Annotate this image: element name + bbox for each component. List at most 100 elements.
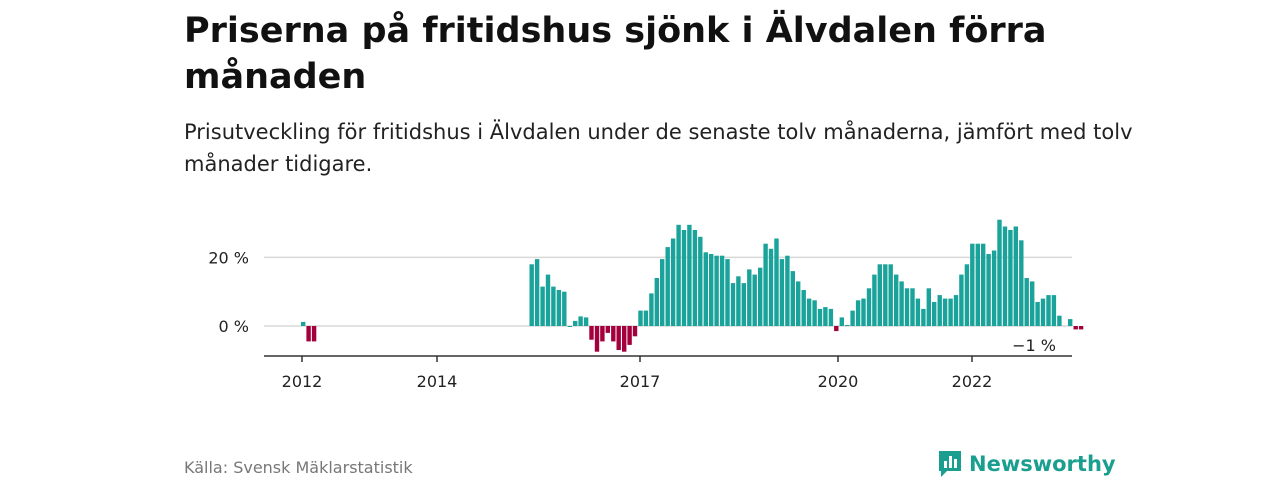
bar — [692, 230, 698, 326]
y-tick-label: 20 % — [208, 248, 249, 267]
newsworthy-logo-text: Newsworthy — [969, 452, 1116, 476]
bar — [594, 326, 600, 352]
bar — [703, 252, 708, 326]
bar — [1002, 226, 1008, 326]
bar — [698, 236, 703, 326]
bar — [883, 264, 888, 326]
bar — [937, 295, 942, 326]
bar — [681, 230, 687, 326]
bar — [845, 325, 850, 326]
bar — [649, 293, 654, 326]
bar — [611, 326, 616, 342]
bar — [796, 281, 801, 326]
bar — [806, 298, 812, 326]
bar — [643, 310, 649, 326]
bar — [834, 326, 839, 332]
bar — [687, 224, 692, 326]
bar — [1035, 302, 1040, 326]
bar — [556, 290, 562, 326]
bar — [627, 326, 632, 345]
bar — [1078, 326, 1084, 330]
bar — [676, 224, 681, 326]
bar — [578, 316, 583, 326]
bar — [861, 298, 866, 326]
bar — [774, 238, 779, 326]
bar — [953, 295, 959, 326]
bar — [605, 326, 610, 333]
bar — [534, 259, 540, 326]
bar — [948, 298, 953, 326]
bar — [736, 276, 741, 326]
bar — [741, 283, 746, 326]
bar — [915, 298, 921, 326]
bars — [301, 219, 1084, 352]
bar — [567, 326, 572, 327]
bar — [839, 317, 844, 326]
bar — [306, 326, 311, 342]
bar — [1046, 295, 1051, 326]
bar — [725, 259, 730, 326]
bar — [589, 326, 594, 340]
x-tick-label: 2012 — [282, 372, 323, 391]
bar — [986, 254, 991, 326]
bar — [894, 274, 899, 327]
bar — [964, 264, 970, 326]
bar — [828, 308, 834, 327]
bar — [872, 274, 877, 327]
chart-subtitle: Prisutveckling för fritidshus i Älvdalen… — [184, 120, 1133, 176]
bar — [904, 288, 910, 326]
bar — [921, 308, 926, 327]
bar — [899, 281, 904, 326]
bar — [529, 264, 534, 326]
bar — [665, 247, 670, 326]
bar — [1030, 281, 1035, 326]
bar — [562, 291, 567, 326]
bar — [768, 248, 774, 326]
x-tick-label: 2022 — [952, 372, 993, 391]
bar — [817, 308, 823, 327]
chart-title: Priserna på fritidshus sjönk i Älvdalen … — [184, 11, 1047, 97]
x-tick-label: 2014 — [417, 372, 458, 391]
bar — [709, 254, 714, 326]
bar — [942, 298, 948, 326]
y-tick-label: 0 % — [219, 317, 249, 336]
bar — [1073, 326, 1078, 330]
bar — [855, 300, 861, 326]
bar — [877, 264, 882, 326]
bar — [823, 307, 828, 326]
bar — [551, 286, 556, 326]
bar — [850, 310, 855, 326]
newsworthy-logo[interactable]: Newsworthy — [937, 449, 1116, 479]
bar — [311, 326, 317, 342]
bar — [1008, 230, 1013, 326]
bar — [970, 243, 975, 326]
bar — [752, 274, 757, 327]
bar — [747, 269, 752, 326]
bar — [812, 300, 817, 326]
bar — [758, 267, 763, 326]
bar — [932, 302, 937, 326]
newsworthy-logo-icon — [939, 451, 961, 477]
bar — [670, 238, 676, 326]
bar — [1040, 298, 1046, 326]
x-tick-label: 2020 — [818, 372, 859, 391]
bar — [926, 288, 931, 326]
bar — [654, 278, 659, 326]
bar — [301, 321, 306, 326]
bar — [714, 255, 719, 326]
bar — [997, 219, 1002, 326]
axes: 20 % 0 % 2012 2014 2017 2020 2022 −1 % — [208, 248, 1072, 391]
bar — [545, 274, 551, 327]
bar — [975, 243, 980, 326]
last-value-label: −1 % — [1012, 336, 1056, 355]
bar — [632, 326, 638, 337]
bar — [790, 271, 795, 326]
bar — [1024, 278, 1029, 326]
bar — [622, 326, 627, 352]
bar — [888, 264, 893, 326]
bar — [719, 255, 725, 326]
source-note: Källa: Svensk Mäklarstatistik — [184, 458, 413, 477]
bar — [660, 259, 665, 326]
x-tick-label: 2017 — [620, 372, 661, 391]
bar — [573, 320, 578, 326]
